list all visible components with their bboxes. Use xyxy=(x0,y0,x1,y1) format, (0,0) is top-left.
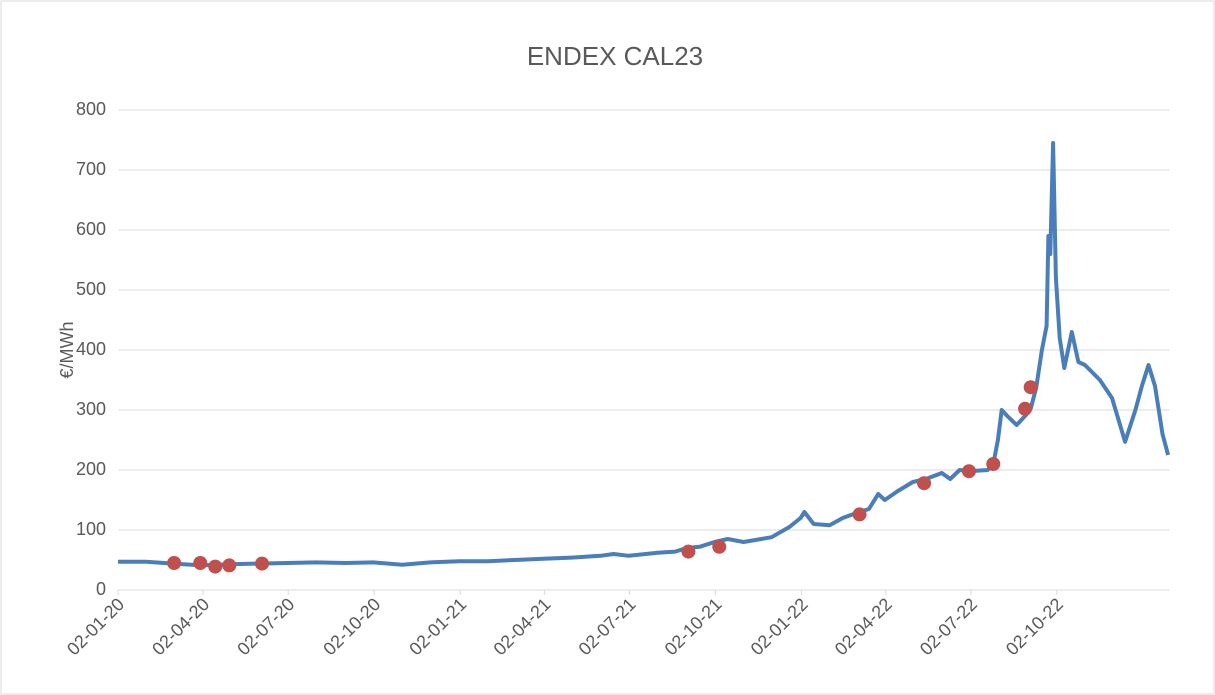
data-point xyxy=(208,559,223,574)
data-point xyxy=(1018,401,1033,416)
y-tick-label: 500 xyxy=(76,279,106,299)
data-line xyxy=(118,141,1171,568)
y-tick-label: 600 xyxy=(76,219,106,239)
data-point xyxy=(681,544,696,559)
y-tick-label: 300 xyxy=(76,399,106,419)
data-point xyxy=(222,558,237,573)
y-tick-label: 100 xyxy=(76,519,106,539)
data-point xyxy=(1023,380,1038,395)
data-point xyxy=(193,556,208,570)
data-point xyxy=(961,464,976,479)
data-point xyxy=(255,556,270,571)
data-point xyxy=(712,539,727,554)
y-tick-label: 700 xyxy=(76,159,106,179)
y-tick-label: 400 xyxy=(76,339,106,359)
data-point xyxy=(167,556,182,570)
data-point xyxy=(917,476,932,491)
y-tick-label: 800 xyxy=(76,99,106,119)
y-axis-label: €/MWh xyxy=(57,321,77,378)
data-point xyxy=(986,457,1001,471)
data-point xyxy=(852,507,867,522)
y-tick-label: 0 xyxy=(96,579,106,599)
y-tick-label: 200 xyxy=(76,459,106,479)
chart-title: ENDEX CAL23 xyxy=(527,41,703,71)
